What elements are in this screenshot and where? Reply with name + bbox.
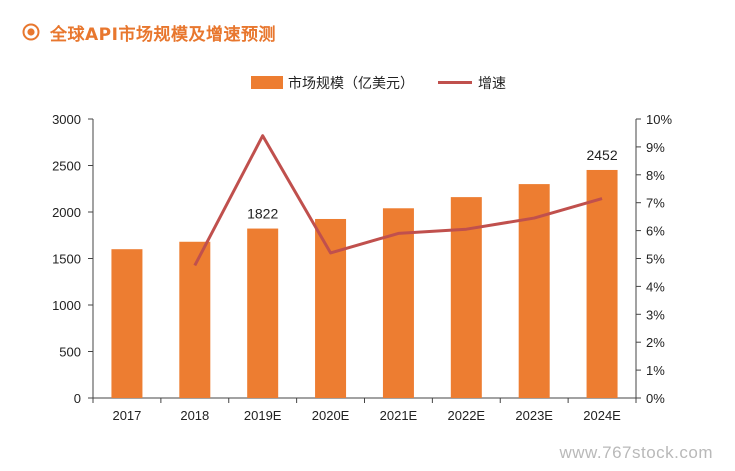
right-tick-label: 7% [646, 196, 665, 211]
bar [179, 241, 211, 398]
bar-series [111, 169, 618, 398]
axes: 0 500 1000 1500 2000 2500 3000 0% 1% 2% 3% 4% 5% 6% 7%… [52, 112, 672, 423]
x-tick-label: 2022E [448, 408, 486, 423]
legend: 市场规模（亿美元） 增速 [251, 75, 506, 92]
right-tick-label: 9% [646, 140, 665, 155]
left-tick-label: 500 [59, 345, 81, 360]
left-tick-label: 1500 [52, 252, 81, 267]
legend-swatch-bar [251, 76, 283, 89]
right-tick-label: 6% [646, 224, 665, 239]
left-tick-label: 0 [74, 391, 81, 406]
x-tick-label: 2017 [112, 408, 141, 423]
x-tick-label: 2019E [244, 408, 282, 423]
left-tick-label: 2000 [52, 205, 81, 220]
watermark: www.767stock.com [559, 443, 713, 462]
bar [247, 228, 279, 398]
right-tick-label: 2% [646, 335, 665, 350]
left-tick-label: 1000 [52, 298, 81, 313]
chart-title: 全球API市场规模及增速预测 [50, 24, 276, 45]
right-tick-label: 4% [646, 279, 665, 294]
right-tick-label: 0% [646, 391, 665, 406]
bar-data-label: 2452 [586, 147, 617, 163]
x-tick-label: 2018 [180, 408, 209, 423]
x-tick-label: 2020E [312, 408, 350, 423]
bar [315, 218, 347, 398]
right-tick-label: 8% [646, 168, 665, 183]
right-tick-label: 10% [646, 112, 672, 127]
left-tick-label: 2500 [52, 159, 81, 174]
bar [586, 169, 618, 398]
x-tick-label: 2021E [380, 408, 418, 423]
legend-label-growth: 增速 [478, 76, 506, 92]
x-tick-label: 2023E [515, 408, 553, 423]
bar-data-label: 1822 [247, 206, 278, 222]
right-tick-label: 3% [646, 307, 665, 322]
data-labels: 1822 2452 [247, 147, 618, 222]
bar [111, 249, 143, 398]
left-tick-label: 3000 [52, 112, 81, 127]
chart-header: 全球API市场规模及增速预测 [22, 18, 276, 46]
bar [382, 208, 414, 398]
growth-line [193, 134, 603, 267]
target-icon [22, 23, 40, 41]
growth-line-series [193, 134, 603, 267]
right-tick-label: 5% [646, 252, 665, 267]
legend-label-market-size: 市场规模（亿美元） [288, 75, 414, 92]
right-tick-label: 1% [646, 363, 665, 378]
x-tick-label: 2024E [583, 408, 621, 423]
